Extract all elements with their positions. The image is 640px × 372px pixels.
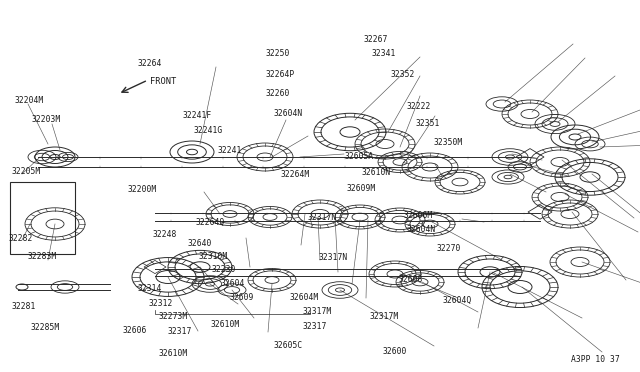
Text: 32222: 32222: [406, 102, 431, 110]
Text: 32604: 32604: [221, 279, 245, 288]
Text: 32608: 32608: [398, 275, 422, 283]
Text: 32204M: 32204M: [14, 96, 44, 105]
Text: 32317N: 32317N: [307, 213, 337, 222]
Text: 32341: 32341: [371, 49, 396, 58]
Text: 32351: 32351: [416, 119, 440, 128]
Text: 32230: 32230: [211, 265, 236, 274]
Text: 32248: 32248: [152, 230, 177, 239]
Text: 32604N: 32604N: [274, 109, 303, 118]
Text: A3PP 10 37: A3PP 10 37: [572, 355, 620, 364]
Text: 32600: 32600: [383, 347, 407, 356]
Text: 32283M: 32283M: [28, 252, 57, 261]
Text: 32610M: 32610M: [159, 349, 188, 358]
Text: 32281: 32281: [12, 302, 36, 311]
Text: 32250: 32250: [266, 49, 290, 58]
Text: 32282: 32282: [9, 234, 33, 243]
Text: 32350M: 32350M: [434, 138, 463, 147]
Text: 32264P: 32264P: [266, 70, 295, 79]
Text: 32310M: 32310M: [198, 252, 228, 261]
Text: 32314: 32314: [138, 284, 162, 293]
Text: 32605C: 32605C: [274, 341, 303, 350]
Text: 32604N: 32604N: [406, 225, 436, 234]
Text: 32317M: 32317M: [370, 312, 399, 321]
Text: 32317M: 32317M: [302, 307, 332, 316]
Text: 32604Q: 32604Q: [443, 296, 472, 305]
Text: 32241G: 32241G: [193, 126, 223, 135]
Text: 32205M: 32205M: [12, 167, 41, 176]
Text: 32241: 32241: [218, 146, 242, 155]
Text: 32605A: 32605A: [344, 153, 374, 161]
Text: 32285M: 32285M: [31, 323, 60, 332]
Text: 32264M: 32264M: [280, 170, 310, 179]
Text: 32200M: 32200M: [128, 185, 157, 194]
Text: 32609M: 32609M: [347, 185, 376, 193]
Text: 32640: 32640: [188, 239, 212, 248]
Text: 32609: 32609: [229, 293, 253, 302]
Text: 32203M: 32203M: [32, 115, 61, 124]
Text: 32267: 32267: [364, 35, 388, 44]
Text: 32606M: 32606M: [403, 211, 433, 219]
Text: 32241F: 32241F: [182, 111, 212, 120]
Text: 32352: 32352: [390, 70, 415, 79]
Text: 32317N: 32317N: [319, 253, 348, 262]
Text: 32270: 32270: [436, 244, 461, 253]
Text: 32273M: 32273M: [159, 312, 188, 321]
Text: 32606: 32606: [123, 326, 147, 335]
Text: 32610N: 32610N: [362, 169, 391, 177]
Text: FRONT: FRONT: [150, 77, 176, 86]
Text: 32312: 32312: [148, 299, 173, 308]
Text: 32604M: 32604M: [289, 293, 319, 302]
Text: 32317: 32317: [168, 327, 192, 336]
Text: 32264Q: 32264Q: [195, 218, 225, 227]
Text: 32264: 32264: [138, 59, 162, 68]
Text: 32260: 32260: [266, 89, 290, 97]
Text: 32610M: 32610M: [211, 320, 239, 329]
Text: 32317: 32317: [302, 322, 326, 331]
